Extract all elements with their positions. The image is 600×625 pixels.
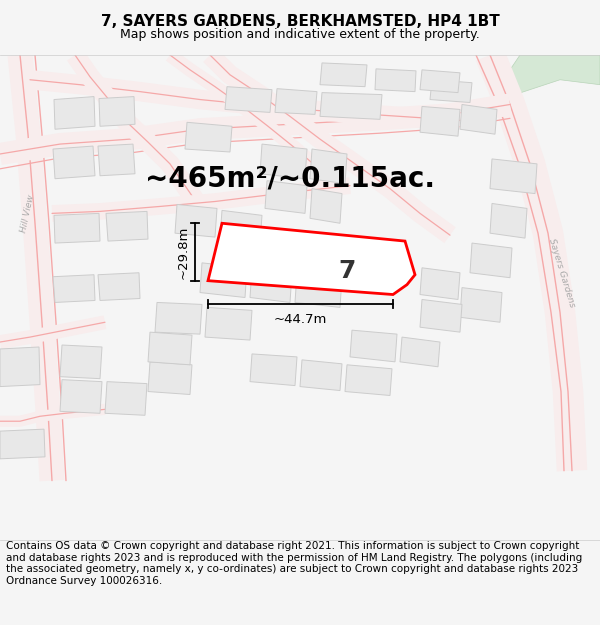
Polygon shape	[420, 70, 460, 92]
Polygon shape	[260, 144, 307, 179]
Polygon shape	[460, 288, 502, 322]
Polygon shape	[250, 268, 292, 302]
Polygon shape	[490, 204, 527, 238]
Polygon shape	[200, 263, 247, 298]
Polygon shape	[250, 354, 297, 386]
Polygon shape	[310, 149, 347, 184]
Text: 7, SAYERS GARDENS, BERKHAMSTED, HP4 1BT: 7, SAYERS GARDENS, BERKHAMSTED, HP4 1BT	[101, 14, 499, 29]
Polygon shape	[205, 308, 252, 340]
Polygon shape	[300, 360, 342, 391]
Text: Map shows position and indicative extent of the property.: Map shows position and indicative extent…	[120, 28, 480, 41]
Polygon shape	[510, 55, 600, 94]
Polygon shape	[310, 189, 342, 223]
Polygon shape	[420, 268, 460, 299]
Polygon shape	[430, 80, 472, 102]
Polygon shape	[185, 122, 232, 152]
Polygon shape	[0, 347, 40, 387]
Polygon shape	[0, 429, 45, 459]
Polygon shape	[53, 146, 95, 179]
Polygon shape	[53, 275, 95, 302]
Polygon shape	[400, 337, 440, 367]
Polygon shape	[470, 243, 512, 278]
Polygon shape	[375, 69, 416, 92]
Polygon shape	[60, 345, 102, 379]
Polygon shape	[98, 144, 135, 176]
Polygon shape	[106, 211, 148, 241]
Polygon shape	[265, 181, 307, 213]
Text: ~44.7m: ~44.7m	[274, 312, 327, 326]
Polygon shape	[60, 379, 102, 413]
Polygon shape	[105, 382, 147, 415]
Polygon shape	[99, 97, 135, 126]
Polygon shape	[295, 272, 342, 308]
Text: ~465m²/~0.115ac.: ~465m²/~0.115ac.	[145, 165, 435, 192]
Text: Contains OS data © Crown copyright and database right 2021. This information is : Contains OS data © Crown copyright and d…	[6, 541, 582, 586]
Polygon shape	[420, 299, 462, 332]
Polygon shape	[155, 302, 202, 334]
Text: ~29.8m: ~29.8m	[176, 225, 190, 279]
Polygon shape	[350, 330, 397, 362]
Polygon shape	[320, 92, 382, 119]
Polygon shape	[148, 332, 192, 365]
Polygon shape	[275, 89, 317, 114]
Polygon shape	[54, 97, 95, 129]
Text: Sayers Gardens: Sayers Gardens	[547, 238, 577, 308]
Polygon shape	[225, 87, 272, 112]
Polygon shape	[220, 211, 262, 243]
Polygon shape	[175, 204, 217, 237]
Polygon shape	[490, 159, 537, 194]
Polygon shape	[148, 362, 192, 394]
Text: Hill View: Hill View	[20, 194, 37, 233]
Polygon shape	[460, 104, 497, 134]
Polygon shape	[98, 272, 140, 301]
Polygon shape	[420, 106, 460, 136]
Polygon shape	[208, 223, 415, 294]
Text: 7: 7	[338, 259, 355, 283]
Polygon shape	[54, 213, 100, 243]
Polygon shape	[345, 365, 392, 396]
Polygon shape	[320, 63, 367, 87]
